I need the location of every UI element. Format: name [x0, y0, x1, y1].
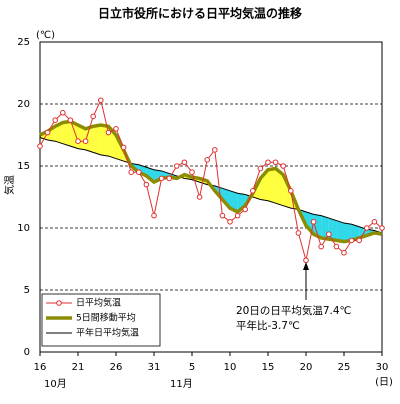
difference-fill — [275, 168, 284, 206]
daily-point — [98, 97, 104, 104]
x-tick-label: 16 — [34, 362, 47, 373]
y-tick-label: 25 — [17, 37, 30, 48]
y-tick-label: 10 — [17, 223, 30, 234]
legend-label: 5日間移動平均 — [76, 312, 136, 324]
x-tick-label: 5 — [189, 362, 195, 373]
daily-point — [52, 117, 59, 123]
daily-point — [75, 138, 81, 144]
daily-point — [219, 212, 226, 219]
daily-point — [227, 219, 233, 225]
difference-fill — [306, 211, 314, 235]
daily-line — [39, 98, 383, 261]
daily-point — [204, 157, 210, 163]
x-tick-label: 31 — [148, 362, 161, 373]
moving-average-line — [39, 119, 383, 244]
difference-fill — [55, 122, 63, 144]
x-tick-label: 21 — [72, 362, 85, 373]
daily-point — [67, 117, 74, 123]
daily-point — [341, 250, 347, 256]
difference-fill — [47, 126, 56, 142]
daily-point — [105, 129, 112, 136]
daily-point — [113, 126, 119, 132]
y-unit: (℃) — [36, 30, 55, 41]
daily-point — [364, 225, 370, 231]
daily-point — [348, 237, 355, 244]
daily-point — [326, 231, 332, 237]
daily-point — [234, 212, 241, 219]
difference-fill — [328, 218, 337, 241]
difference-fill — [78, 125, 86, 150]
legend-label: 平年日平均気温 — [76, 327, 139, 339]
daily-point — [136, 169, 142, 175]
annotation-arrowhead — [303, 262, 309, 270]
month-label: 10月 — [44, 378, 67, 390]
daily-point — [196, 194, 203, 200]
difference-fill — [268, 168, 276, 204]
y-tick-label: 20 — [17, 99, 30, 110]
daily-point — [303, 257, 309, 264]
y-tick-label: 15 — [17, 161, 30, 172]
plot-frame — [39, 41, 383, 353]
y-tick-label: 5 — [24, 285, 30, 296]
difference-fill — [336, 220, 344, 242]
month-label: 11月 — [170, 378, 193, 390]
daily-point — [310, 219, 317, 225]
chart-title: 日立市役所における日平均気温の推移 — [98, 6, 302, 21]
daily-point — [272, 159, 279, 166]
daily-point — [257, 165, 264, 172]
legend-marker — [56, 300, 62, 306]
annotation: 平年比-3.7℃ — [236, 319, 300, 332]
daily-point — [60, 109, 66, 116]
difference-fill — [351, 224, 360, 241]
daily-point — [318, 243, 325, 250]
difference-fill — [230, 190, 238, 212]
x-tick-label: 15 — [262, 362, 275, 373]
difference-fill — [344, 223, 352, 242]
difference-fill — [237, 193, 246, 212]
daily-point — [174, 163, 180, 169]
legend-label: 日平均気温 — [76, 297, 121, 309]
daily-point — [128, 169, 134, 175]
daily-point — [265, 159, 271, 166]
x-tick-label: 25 — [338, 362, 351, 373]
y-label: 気温 — [3, 175, 16, 195]
daily-point — [37, 143, 43, 149]
difference-fill — [62, 121, 71, 147]
daily-point — [371, 219, 378, 225]
daily-point — [90, 113, 96, 120]
daily-point — [82, 138, 89, 144]
x-tick-label: 26 — [110, 362, 123, 373]
daily-point — [288, 188, 294, 194]
difference-fill — [222, 188, 230, 209]
daily-point — [166, 175, 172, 182]
daily-point — [120, 144, 127, 151]
x-tick-label: 20 — [300, 362, 313, 373]
x-tick-label: 30 — [376, 362, 389, 373]
daily-point — [181, 159, 188, 166]
daily-point — [151, 212, 157, 219]
daily-point — [333, 243, 340, 250]
daily-point — [250, 188, 256, 194]
daily-point — [295, 230, 302, 236]
daily-point — [356, 237, 363, 244]
daily-point — [242, 206, 248, 213]
daily-point — [212, 147, 218, 153]
difference-fill — [85, 126, 94, 153]
y-tick-label: 0 — [24, 347, 30, 358]
daily-point — [158, 175, 165, 182]
x-unit: (日) — [375, 377, 393, 388]
daily-point — [189, 169, 195, 175]
annotation: 20日の日平均気温7.4℃ — [236, 304, 351, 317]
daily-point — [379, 225, 385, 231]
daily-point — [280, 163, 287, 169]
daily-point — [143, 181, 150, 188]
difference-fill — [93, 125, 101, 155]
difference-fill — [283, 174, 291, 209]
x-tick-label: 10 — [224, 362, 237, 373]
daily-point — [44, 129, 51, 136]
